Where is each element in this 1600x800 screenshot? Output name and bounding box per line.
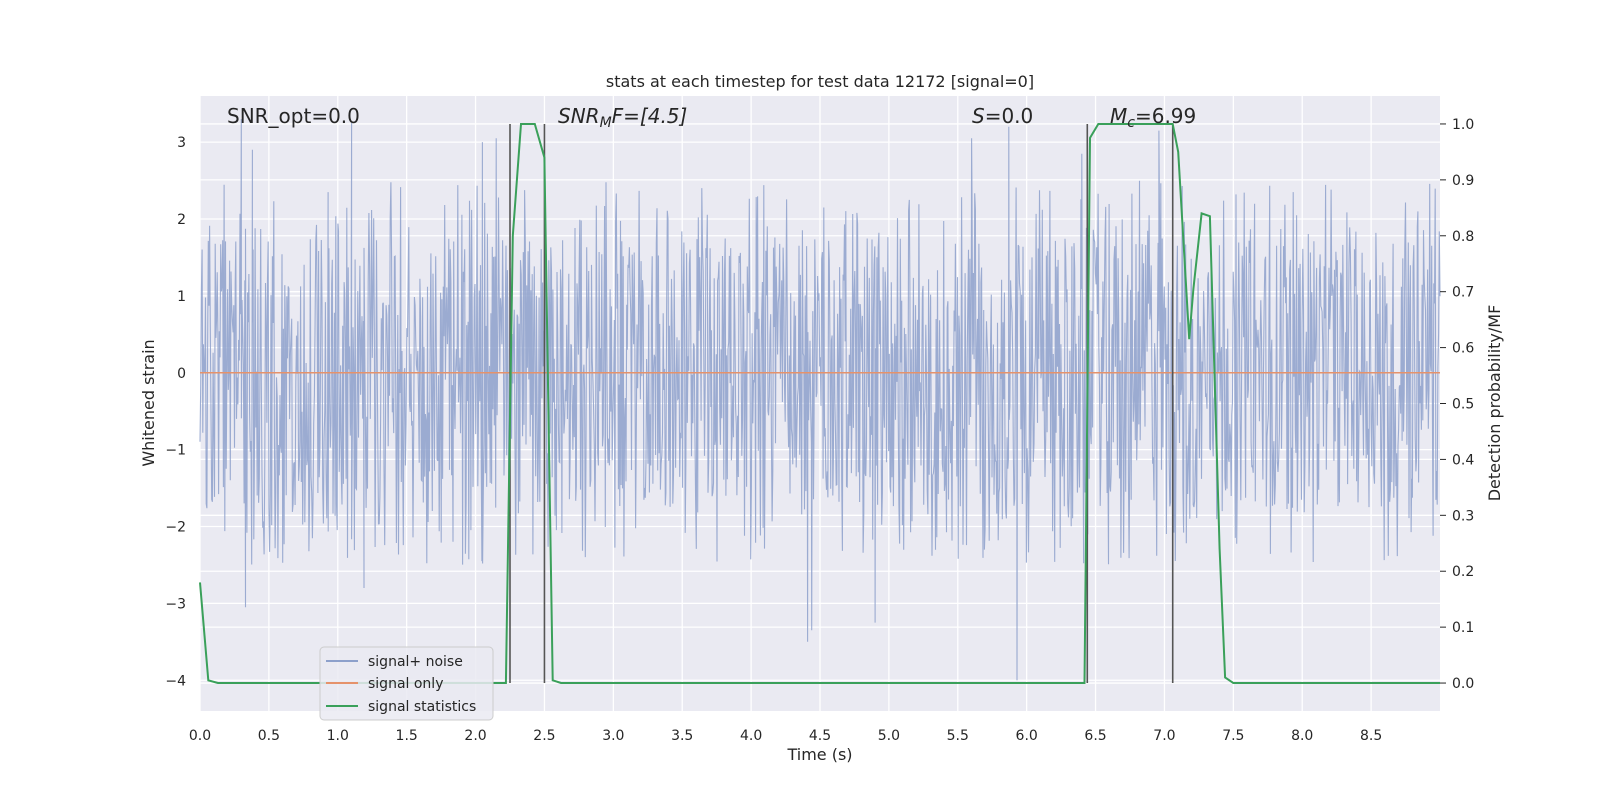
- x-tick-label: 8.5: [1360, 728, 1382, 744]
- y-tick-label: −1: [165, 443, 186, 459]
- legend-box: [319, 646, 494, 721]
- y-tick-label: 0: [177, 366, 186, 382]
- annotation-mc-value: =6.99: [1135, 104, 1196, 128]
- annotation-mc-symbol: M: [1110, 104, 1127, 128]
- y2-tick-label: 1.0: [1452, 117, 1474, 133]
- annotation-snr-mf: SNRMF=[4.5]: [558, 104, 687, 131]
- x-tick-label: 7.5: [1222, 728, 1244, 744]
- x-tick-label: 2.0: [464, 728, 486, 744]
- annotation-mc-subscript: c: [1127, 115, 1135, 131]
- y2-axis-label: Detection probability/MF: [1485, 305, 1504, 502]
- y2-ticks: 1.0 0.9 0.8 0.7 0.6 0.5 0.4 0.3 0.2 0.1 0.0: [1440, 117, 1474, 692]
- statistics-line: [199, 123, 1440, 684]
- y-axis-label: Whitened strain: [139, 339, 158, 466]
- x-tick-label: 8.0: [1291, 728, 1313, 744]
- x-tick-label: 4.5: [809, 728, 831, 744]
- x-tick-label: 7.0: [1153, 728, 1175, 744]
- y2-tick-label: 0.1: [1452, 620, 1474, 636]
- noise-series: [199, 119, 1441, 681]
- x-tick-label: 1.5: [396, 728, 418, 744]
- legend-label-signal-only: signal only: [368, 676, 443, 692]
- x-tick-label: 4.0: [740, 728, 762, 744]
- x-tick-label: 0.0: [189, 728, 211, 744]
- annotation-snr-mf-symbol: SNR: [558, 104, 600, 128]
- y2-tick-label: 0.3: [1452, 508, 1474, 524]
- y-tick-label: −2: [165, 520, 186, 536]
- x-tick-label: 5.0: [878, 728, 900, 744]
- y-tick-label: −4: [165, 673, 186, 689]
- annotation-snr-mf-value: F=[4.5]: [612, 104, 688, 128]
- x-tick-label: 5.5: [947, 728, 969, 744]
- legend: signal+ noise signal only signal statist…: [319, 646, 494, 721]
- x-tick-label: 3.5: [671, 728, 693, 744]
- statistics-series: [199, 123, 1440, 684]
- y2-tick-label: 0.4: [1452, 452, 1474, 468]
- y2-tick-label: 0.9: [1452, 173, 1474, 189]
- x-tick-label: 6.0: [1016, 728, 1038, 744]
- x-tick-label: 0.5: [258, 728, 280, 744]
- annotation-s: S=0.0: [972, 104, 1033, 128]
- annotation-snr-mf-subscript: M: [600, 115, 612, 131]
- y2-tick-label: 0.0: [1452, 676, 1474, 692]
- annotation-s-symbol: S: [972, 104, 985, 128]
- y2-tick-label: 0.6: [1452, 341, 1474, 357]
- legend-label-noise: signal+ noise: [368, 654, 463, 670]
- annotation-mc: Mc=6.99: [1110, 104, 1196, 131]
- y2-tick-label: 0.8: [1452, 229, 1474, 245]
- x-tick-label: 3.0: [602, 728, 624, 744]
- x-tick-label: 6.5: [1084, 728, 1106, 744]
- annotation-s-value: =0.0: [985, 104, 1034, 128]
- y-tick-label: 1: [177, 289, 186, 305]
- y2-tick-label: 0.5: [1452, 397, 1474, 413]
- y2-tick-label: 0.7: [1452, 285, 1474, 301]
- y-tick-label: −3: [165, 596, 186, 612]
- annotation-snr-opt: SNR_opt=0.0: [227, 104, 360, 128]
- noise-line: [199, 119, 1441, 681]
- chart-title: stats at each timestep for test data 121…: [606, 72, 1034, 91]
- y-tick-label: 2: [177, 212, 186, 228]
- y-tick-label: 3: [177, 135, 186, 151]
- x-tick-label: 2.5: [533, 728, 555, 744]
- legend-label-statistics: signal statistics: [368, 699, 476, 715]
- x-axis-label: Time (s): [786, 745, 852, 764]
- y-ticks: 3 2 1 0 −1 −2 −3 −4: [165, 135, 186, 689]
- x-tick-label: 1.0: [327, 728, 349, 744]
- x-ticks: 0.0 0.5 1.0 1.5 2.0 2.5 3.0 3.5 4.0 4.5 5.0 5.5 6.0 6…: [189, 728, 1382, 744]
- y2-tick-label: 0.2: [1452, 564, 1474, 580]
